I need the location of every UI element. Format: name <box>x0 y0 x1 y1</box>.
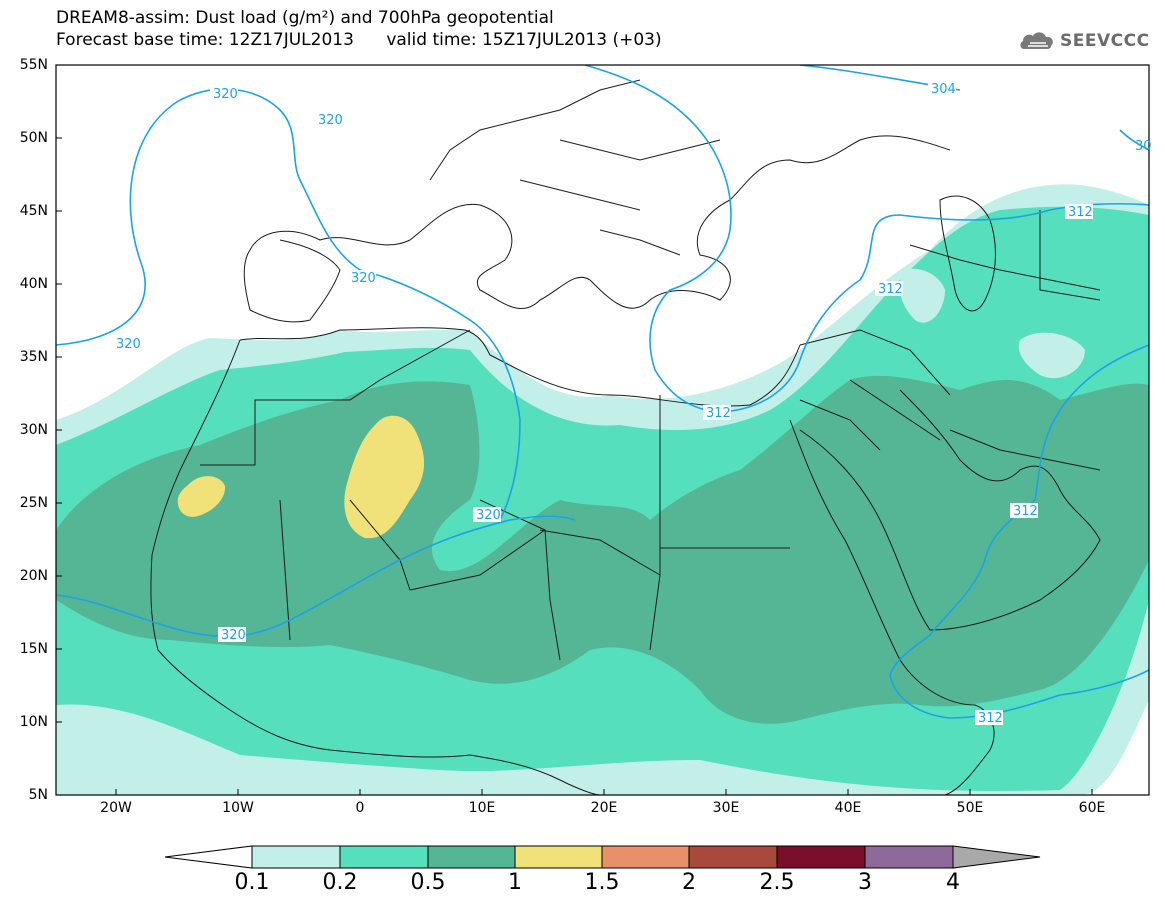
borders-europe <box>429 79 721 256</box>
map-title: DREAM8-assim: Dust load (g/m²) and 700hP… <box>56 8 554 28</box>
colorbar-label: 2.5 <box>759 870 795 895</box>
lat-label: 25N <box>19 495 48 511</box>
contour-label: 320 <box>476 508 501 523</box>
dust-region-0.1-patch <box>899 268 945 323</box>
axis-ticks <box>56 64 1093 795</box>
colorbar-label: 4 <box>946 870 960 895</box>
lon-label: 20W <box>100 800 132 816</box>
lat-label: 35N <box>19 349 48 365</box>
caspian-coast <box>939 195 996 312</box>
lat-label: 5N <box>28 787 48 803</box>
contour-312-east <box>889 344 1149 719</box>
contour-320-south <box>56 515 576 638</box>
colorbar-label: 1 <box>508 870 522 895</box>
africa-north-coast <box>239 327 801 407</box>
contour-label: 320 <box>318 113 343 128</box>
colorbar-label: 1.5 <box>584 870 620 895</box>
arabia-coast <box>799 389 1101 631</box>
cloud-logo-icon <box>1020 32 1053 49</box>
lat-label: 55N <box>19 57 48 73</box>
colorbar-label: 0.5 <box>410 870 446 895</box>
lon-label: 60E <box>1078 800 1106 816</box>
lon-label: 30E <box>712 800 740 816</box>
lon-label: 20E <box>590 800 618 816</box>
contour-label: 312 <box>1068 205 1093 220</box>
lat-label: 45N <box>19 203 48 219</box>
red-sea-coast <box>789 419 995 795</box>
colorbar-label: 2 <box>682 870 696 895</box>
colorbar-label: 3 <box>858 870 872 895</box>
africa-west-coast <box>150 339 601 795</box>
lat-label: 50N <box>19 130 48 146</box>
colorbar-label: 0.1 <box>234 870 270 895</box>
logo-text: SEEVCCC <box>1060 31 1150 51</box>
lat-label: 10N <box>19 714 48 730</box>
contour-label: 312 <box>978 711 1003 726</box>
europe-coast <box>249 135 951 310</box>
lon-label: 0 <box>355 800 365 816</box>
lat-label: 20N <box>19 568 48 584</box>
contour-label: 320 <box>351 271 376 286</box>
contour-label: 312 <box>878 282 903 297</box>
map-subtitle: Forecast base time: 12Z17JUL2013 valid t… <box>56 30 662 50</box>
lon-label: 40E <box>834 800 862 816</box>
iberia-coast <box>243 239 341 323</box>
dust-region-0.1-patch <box>1018 332 1085 379</box>
contour-label-group: 320 320 320 320 320 304 312 312 312 312 … <box>113 81 1152 726</box>
lat-label: 30N <box>19 422 48 438</box>
contour-label: 312 <box>1013 504 1038 519</box>
lat-label: 40N <box>19 276 48 292</box>
contour-320-north <box>56 88 521 521</box>
dust-region-1 <box>344 415 425 539</box>
dust-region-1 <box>177 476 226 517</box>
contour-label: 320 <box>221 628 246 643</box>
lon-label: 50E <box>956 800 984 816</box>
lon-label: 10E <box>468 800 496 816</box>
contour-30x <box>1119 129 1149 151</box>
dust-region-0.5 <box>56 375 1149 724</box>
contour-label: 320 <box>213 87 238 102</box>
contour-label: 312 <box>706 406 731 421</box>
colorbar-label: 0.2 <box>322 870 358 895</box>
contour-label: 320 <box>116 337 141 352</box>
lat-label: 15N <box>19 641 48 657</box>
contour-label: 30 <box>1135 139 1152 154</box>
lon-label: 10W <box>222 800 254 816</box>
borders-middle-east <box>799 210 1101 471</box>
contour-label: 304 <box>931 82 956 97</box>
